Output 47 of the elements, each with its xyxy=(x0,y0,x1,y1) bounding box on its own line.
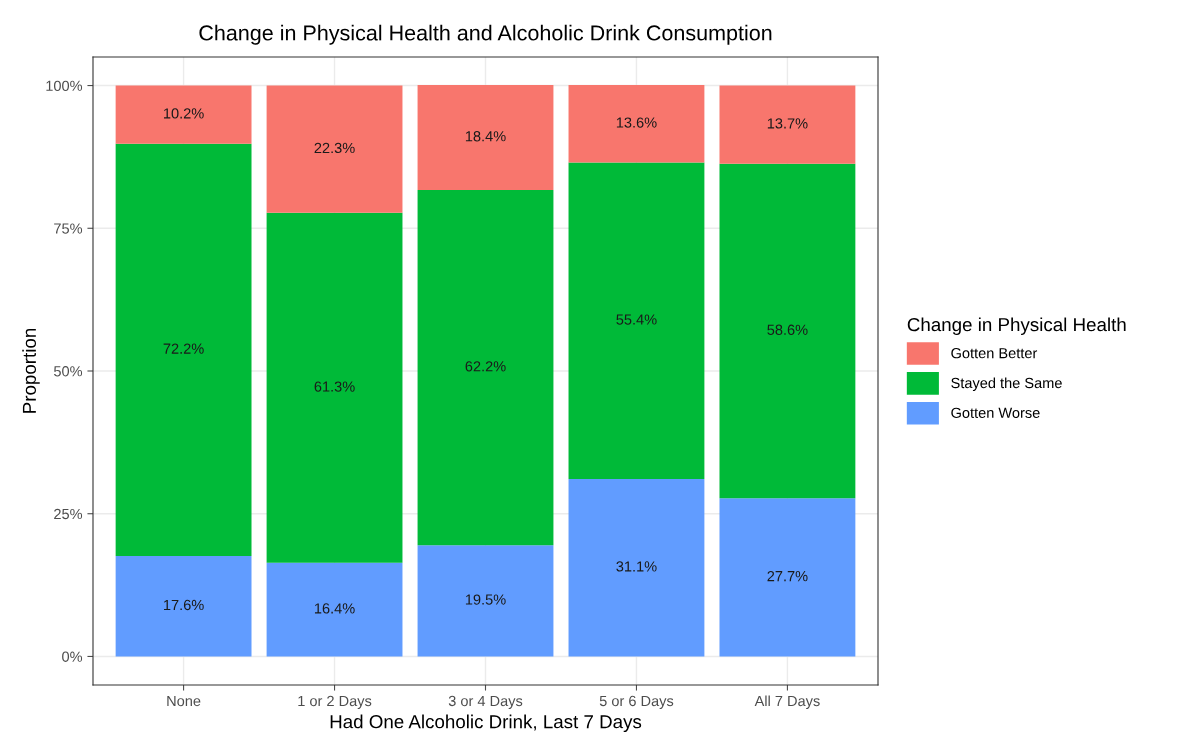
data-label: 31.1% xyxy=(616,561,657,572)
y-axis-title: Proportion xyxy=(22,328,40,413)
y-tick-label: 25% xyxy=(54,508,83,520)
bar xyxy=(568,84,705,163)
data-label: 62.2% xyxy=(465,361,506,372)
bar xyxy=(115,143,252,556)
data-label: 22.3% xyxy=(314,142,355,154)
data-label: 18.4% xyxy=(465,131,506,142)
y-tick-label: 50% xyxy=(53,366,83,377)
bar xyxy=(568,478,705,657)
bar xyxy=(266,212,403,563)
legend-label: Stayed the Same xyxy=(951,377,1062,392)
bar xyxy=(719,163,856,499)
x-tick-label: All 7 Days xyxy=(754,695,820,710)
bar xyxy=(719,85,856,164)
bar xyxy=(417,545,554,657)
bar xyxy=(568,162,705,479)
data-label: 17.6% xyxy=(164,599,204,611)
x-tick-label: None xyxy=(167,695,201,707)
data-label: 16.4% xyxy=(314,603,355,614)
bar xyxy=(266,85,403,213)
x-tick-label: 3 or 4 Days xyxy=(448,695,523,710)
chart-title: Change in Physical Health and Alcoholic Drink Consumption xyxy=(199,24,772,45)
data-label: 19.5% xyxy=(465,594,506,605)
bar xyxy=(115,555,252,657)
y-tick-label: 75% xyxy=(54,223,83,234)
data-label: 10.2% xyxy=(164,108,204,119)
data-label: 61.3% xyxy=(314,381,355,392)
legend-label: Gotten Worse xyxy=(951,407,1040,418)
legend-title: Change in Physical Health xyxy=(907,317,1126,335)
bar xyxy=(719,498,856,657)
x-tick-label: 1 or 2 Days xyxy=(298,695,372,710)
x-axis-title: Had One Alcoholic Drink, Last 7 Days xyxy=(330,714,642,733)
data-label: 55.4% xyxy=(616,314,657,325)
data-label: 27.7% xyxy=(767,570,808,582)
y-tick-label: 100% xyxy=(46,80,83,91)
bar xyxy=(266,562,403,657)
y-tick-label: 0% xyxy=(62,651,83,662)
x-tick-label: 5 or 6 Days xyxy=(599,695,674,710)
data-label: 13.6% xyxy=(616,117,657,128)
bar xyxy=(417,84,554,191)
data-label: 58.6% xyxy=(767,324,808,335)
data-label: 72.2% xyxy=(163,343,204,354)
bar xyxy=(115,85,252,144)
legend-label: Gotten Better xyxy=(951,348,1038,359)
data-label: 13.7% xyxy=(767,118,808,129)
bar xyxy=(417,190,554,546)
